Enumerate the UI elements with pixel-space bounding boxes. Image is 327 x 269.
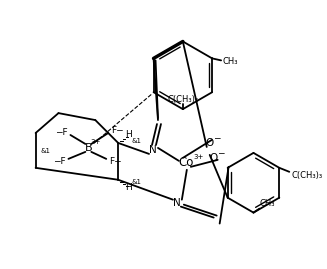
Text: 3+: 3+: [194, 154, 204, 160]
Text: −F: −F: [53, 157, 66, 166]
Text: CH₃: CH₃: [222, 57, 238, 66]
Text: N: N: [173, 198, 181, 208]
Text: CH₃: CH₃: [260, 199, 275, 208]
Text: O: O: [210, 153, 218, 163]
Text: 3+: 3+: [90, 139, 100, 145]
Text: C(CH₃)₃: C(CH₃)₃: [292, 171, 323, 180]
Text: Co: Co: [178, 156, 194, 169]
Text: −: −: [217, 148, 224, 157]
Text: −F: −F: [55, 128, 68, 136]
Text: N: N: [149, 145, 157, 155]
Text: O: O: [206, 138, 214, 148]
Text: C(CH₃)₃: C(CH₃)₃: [167, 95, 198, 104]
Text: B: B: [84, 143, 92, 153]
Text: &1: &1: [131, 179, 141, 185]
Text: −: −: [213, 133, 220, 143]
Text: &1: &1: [41, 148, 51, 154]
Text: &1: &1: [131, 138, 141, 144]
Text: F−: F−: [109, 157, 122, 166]
Text: H: H: [125, 130, 131, 140]
Text: F−: F−: [111, 126, 124, 134]
Text: H: H: [125, 183, 131, 192]
